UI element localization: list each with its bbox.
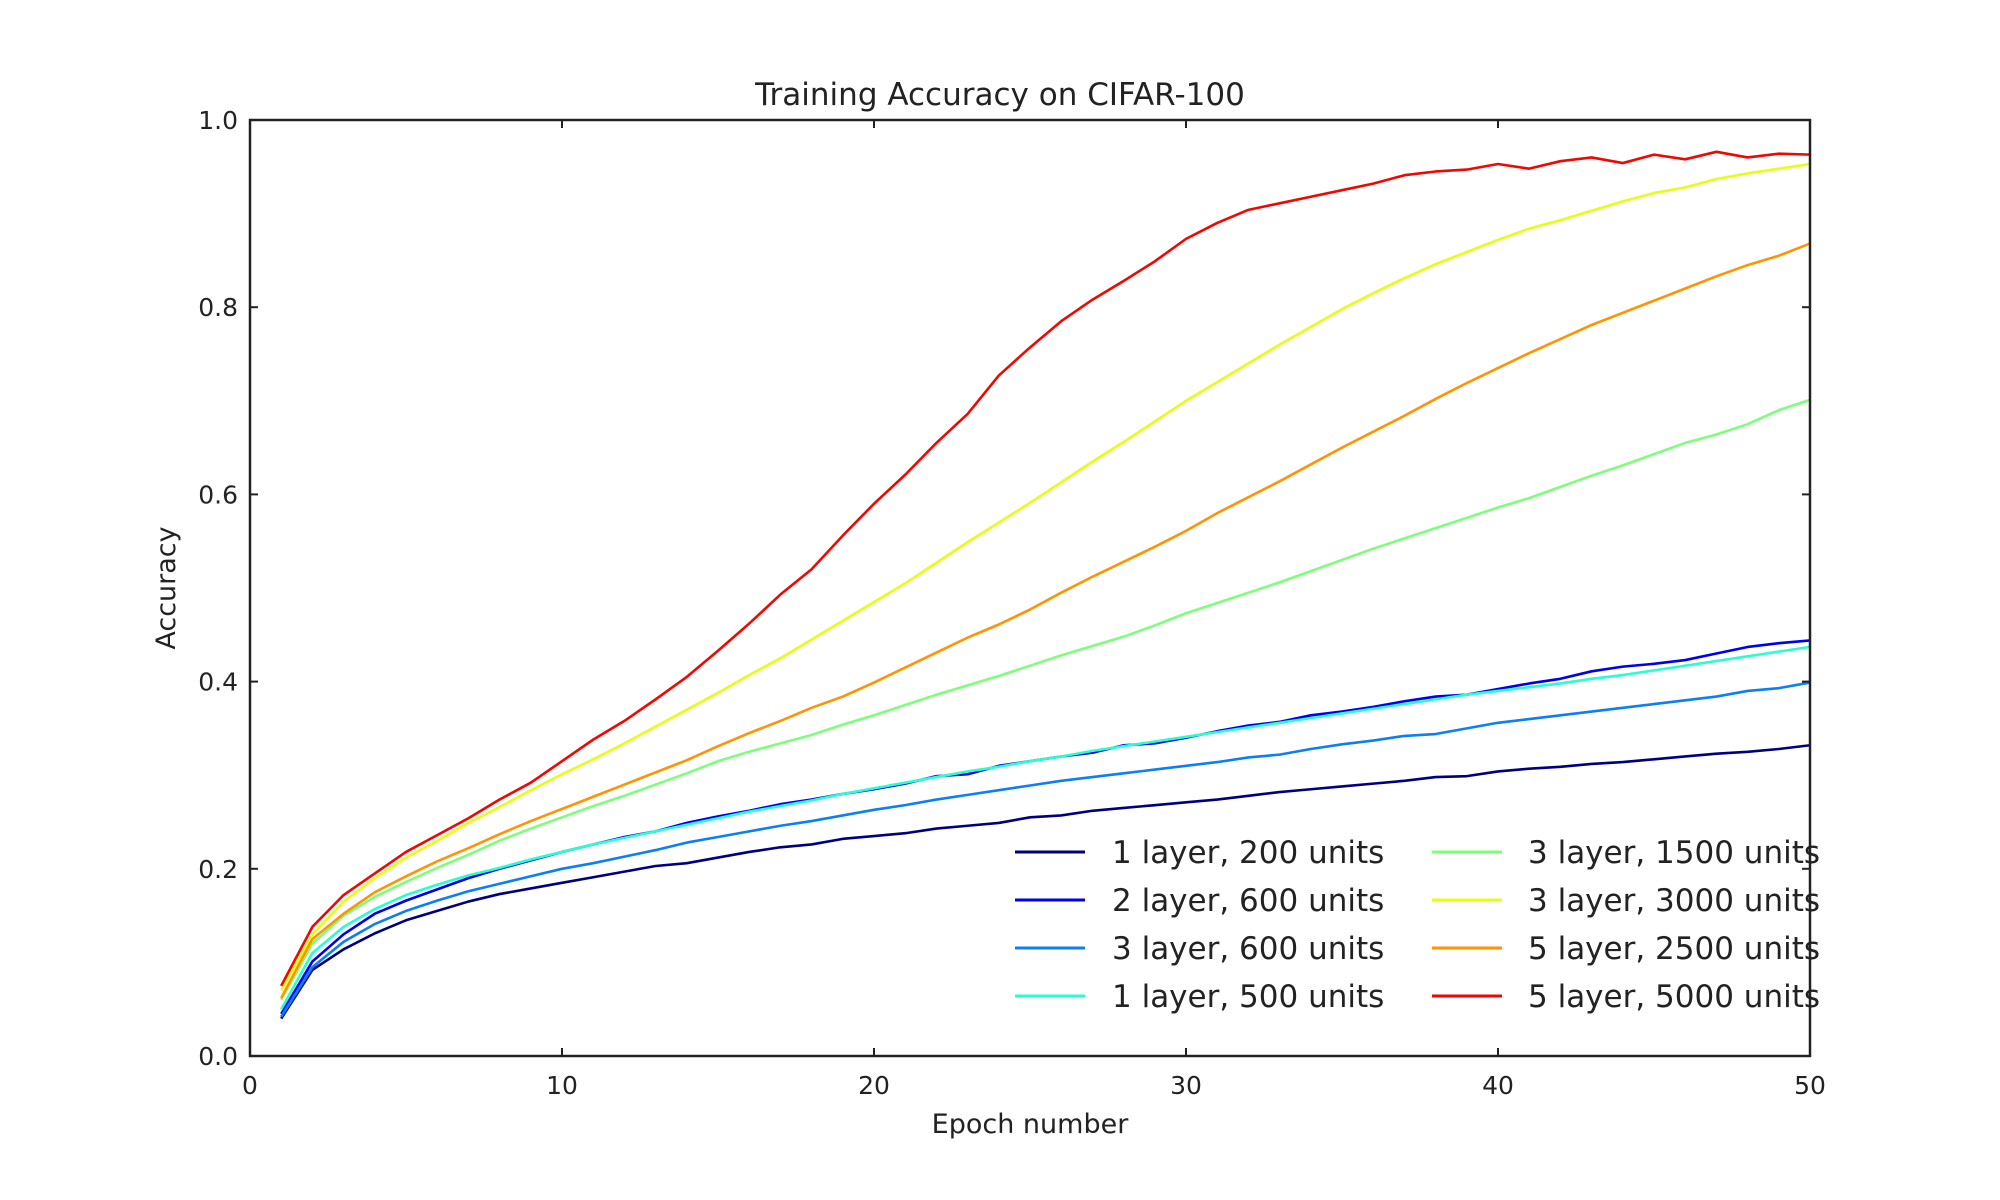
y-tick-label: 0.8 (198, 293, 238, 322)
legend-label: 3 layer, 600 units (1112, 931, 1384, 967)
legend-label: 3 layer, 1500 units (1528, 835, 1820, 871)
x-tick-label: 10 (546, 1071, 578, 1100)
x-axis-ticks: 0 10 20 30 40 50 (242, 120, 1826, 1100)
x-tick-label: 30 (1170, 1071, 1202, 1100)
series-line-6 (280, 162, 1811, 992)
legend-item-6: 3 layer, 3000 units (1432, 883, 1820, 919)
chart-title: Training Accuracy on CIFAR-100 (754, 77, 1245, 113)
series-line-5 (280, 398, 1811, 1001)
series-line-1 (280, 743, 1811, 1020)
y-tick-label: 0.0 (198, 1042, 238, 1071)
legend-label: 2 layer, 600 units (1112, 883, 1384, 919)
legend-label: 5 layer, 2500 units (1528, 931, 1820, 967)
legend-item-1: 1 layer, 200 units (1015, 835, 1384, 871)
legend: 1 layer, 200 units 2 layer, 600 units 3 la… (1015, 835, 1820, 1015)
x-tick-label: 20 (858, 1071, 890, 1100)
series-line-4 (280, 645, 1811, 1010)
y-tick-label: 0.6 (198, 480, 238, 509)
legend-item-3: 3 layer, 600 units (1015, 931, 1384, 967)
series-line-8 (280, 150, 1811, 987)
legend-label: 3 layer, 3000 units (1528, 883, 1820, 919)
y-axis-ticks: 0.0 0.2 0.4 0.6 0.8 1.0 (198, 106, 1810, 1071)
legend-item-2: 2 layer, 600 units (1015, 883, 1384, 919)
y-tick-label: 0.2 (198, 855, 238, 884)
legend-item-8: 5 layer, 5000 units (1432, 979, 1820, 1015)
x-axis-label: Epoch number (932, 1109, 1130, 1140)
x-tick-label: 40 (1482, 1071, 1514, 1100)
plot-series (280, 150, 1811, 1020)
x-tick-label: 50 (1794, 1071, 1826, 1100)
series-line-7 (280, 242, 1811, 999)
y-axis-label: Accuracy (151, 526, 182, 649)
legend-item-7: 5 layer, 2500 units (1432, 931, 1820, 967)
legend-label: 1 layer, 200 units (1112, 835, 1384, 871)
y-tick-label: 1.0 (198, 106, 238, 135)
y-tick-label: 0.4 (198, 668, 238, 697)
legend-label: 5 layer, 5000 units (1528, 979, 1820, 1015)
legend-item-5: 3 layer, 1500 units (1432, 835, 1820, 871)
series-line-3 (280, 681, 1811, 1018)
x-tick-label: 0 (242, 1071, 258, 1100)
legend-label: 1 layer, 500 units (1112, 979, 1384, 1015)
plot-frame (248, 118, 1812, 1058)
legend-item-4: 1 layer, 500 units (1015, 979, 1384, 1015)
